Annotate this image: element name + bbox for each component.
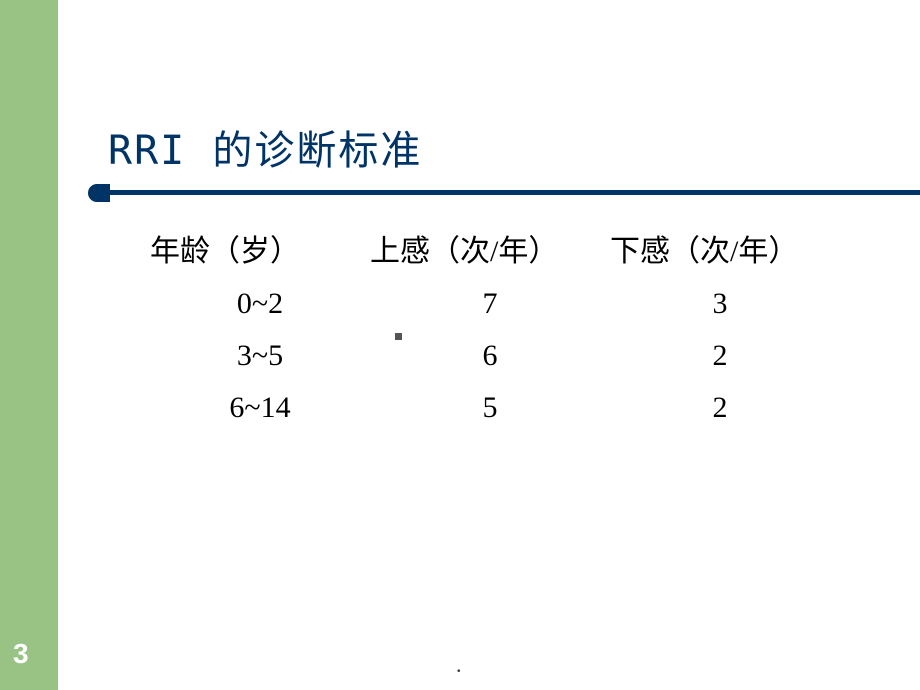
table-row: 0~2 7 3 <box>150 282 830 326</box>
cell-upper: 6 <box>370 334 610 378</box>
criteria-table: 年龄（岁） 上感（次/年） 下感（次/年） 0~2 7 3 3~5 6 2 6~… <box>150 230 830 438</box>
title-divider <box>58 184 920 202</box>
footer-mark: . <box>456 652 462 678</box>
header-age: 年龄（岁） <box>150 230 370 274</box>
divider-line <box>108 190 920 195</box>
table-header-row: 年龄（岁） 上感（次/年） 下感（次/年） <box>150 230 830 274</box>
cell-upper: 5 <box>370 386 610 430</box>
left-accent-bar <box>0 0 58 690</box>
cell-age: 0~2 <box>150 282 370 326</box>
cell-age: 6~14 <box>150 386 370 430</box>
cell-lower: 2 <box>610 334 830 378</box>
table-row: 6~14 5 2 <box>150 386 830 430</box>
page-number: 3 <box>13 638 29 670</box>
bullet-square-icon <box>395 333 402 340</box>
header-upper: 上感（次/年） <box>370 230 610 274</box>
divider-cap <box>88 184 110 202</box>
cell-upper: 7 <box>370 282 610 326</box>
header-lower: 下感（次/年） <box>610 230 830 274</box>
cell-lower: 3 <box>610 282 830 326</box>
cell-lower: 2 <box>610 386 830 430</box>
table-row: 3~5 6 2 <box>150 334 830 378</box>
cell-age: 3~5 <box>150 334 370 378</box>
slide-title: RRI 的诊断标准 <box>108 118 422 176</box>
